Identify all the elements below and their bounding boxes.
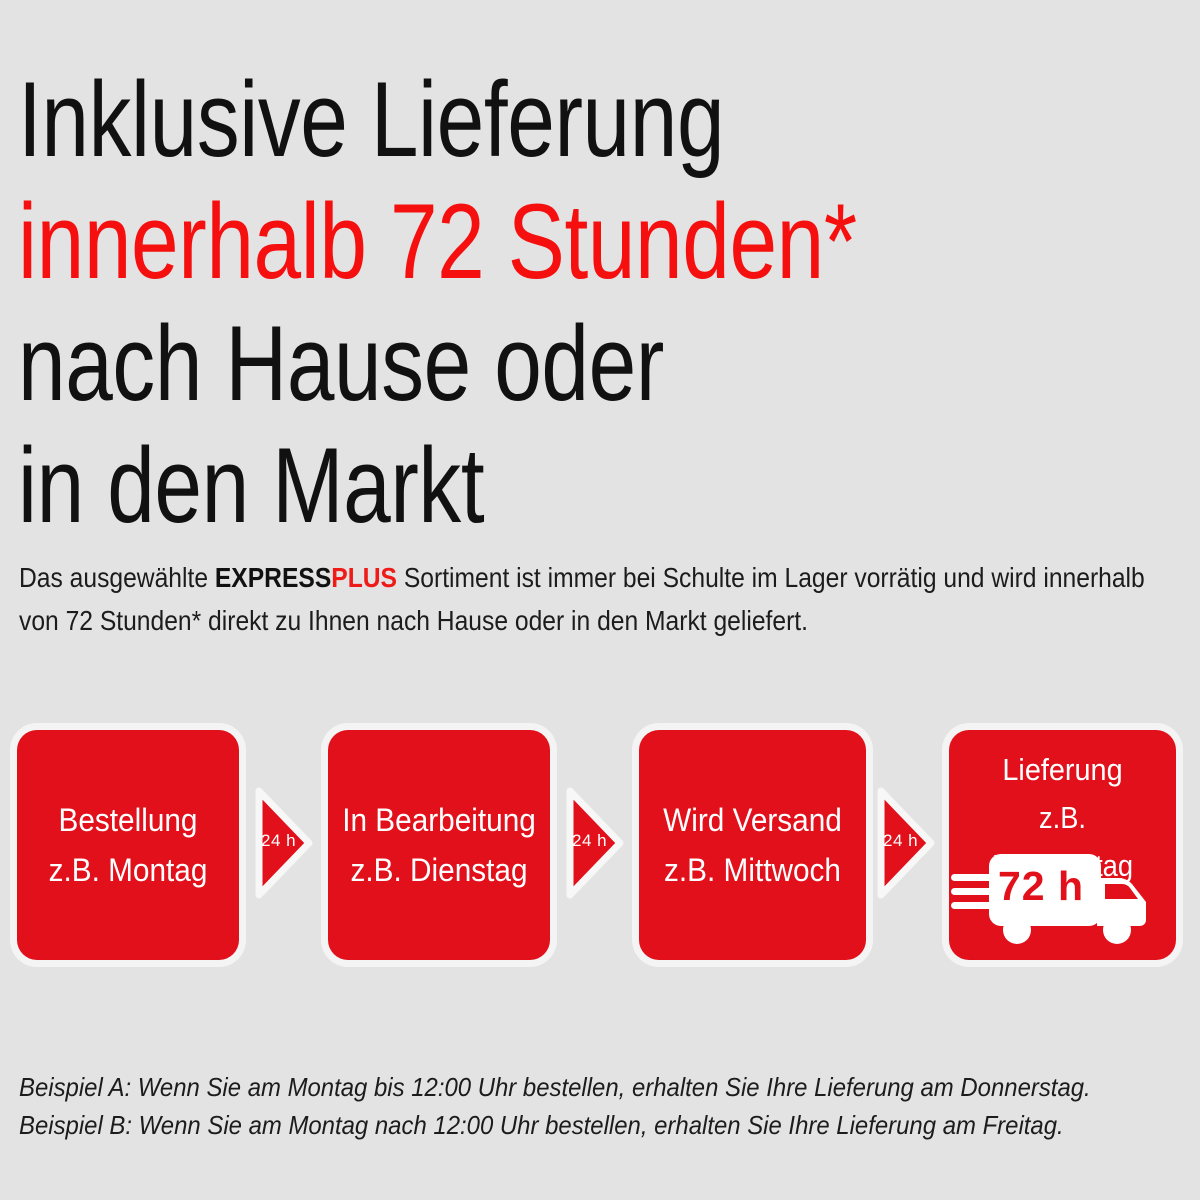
brand-plus-label: PLUS bbox=[331, 562, 398, 593]
headline-line-2-highlight: innerhalb 72 Stunden* bbox=[18, 181, 857, 301]
flow-step-1-title: Bestellung bbox=[58, 802, 198, 838]
arrow-right-icon bbox=[566, 787, 624, 899]
delivery-truck-glyph bbox=[951, 854, 1146, 944]
flow-arrow-2: 24 h bbox=[566, 787, 624, 899]
flow-step-2-subtitle: z.B. Dienstag bbox=[350, 852, 528, 888]
flow-step-2-text: In Bearbeitung z.B. Dienstag bbox=[328, 795, 550, 895]
flow-step-3-text: Wird Versand z.B. Mittwoch bbox=[639, 795, 866, 895]
headline-line-3: nach Hause oder bbox=[18, 303, 664, 423]
flow-step-in-bearbeitung: In Bearbeitung z.B. Dienstag bbox=[328, 730, 550, 960]
flow-arrow-1-label: 24 h bbox=[261, 831, 297, 850]
flow-step-lieferung: Lieferung z.B. Donnerstag bbox=[949, 730, 1176, 960]
intro-paragraph-text: Das ausgewählte EXPRESSPLUS Sortiment is… bbox=[19, 556, 1179, 642]
arrow-right-icon bbox=[255, 787, 313, 899]
headline-block: Inklusive Lieferung innerhalb 72 Stunden… bbox=[18, 58, 1188, 546]
intro-paragraph: Das ausgewählte EXPRESSPLUS Sortiment is… bbox=[19, 556, 1179, 642]
truck-hours-label: 72 h bbox=[997, 863, 1085, 909]
brand-express-label: EXPRESS bbox=[214, 562, 332, 593]
flow-step-1-text: Bestellung z.B. Montag bbox=[17, 795, 239, 895]
flow-arrow-3-label: 24 h bbox=[883, 831, 919, 850]
headline-line-1: Inklusive Lieferung bbox=[18, 59, 725, 179]
flow-step-wird-versand: Wird Versand z.B. Mittwoch bbox=[639, 730, 866, 960]
flow-arrow-3: 24 h bbox=[877, 787, 935, 899]
footnote-beispiel-a: Beispiel A: Wenn Sie am Montag bis 12:00… bbox=[19, 1072, 1091, 1102]
intro-text-after-brand: Sortiment ist immer bei Schulte im Lager… bbox=[19, 562, 1145, 636]
footnote-beispiel-b: Beispiel B: Wenn Sie am Montag nach 12:0… bbox=[19, 1110, 1064, 1140]
arrow-right-icon bbox=[877, 787, 935, 899]
flow-step-4-title: Lieferung bbox=[1002, 752, 1123, 787]
delivery-truck-icon: 72 h bbox=[949, 852, 1176, 948]
flow-step-4-text: Lieferung z.B. Donnerstag bbox=[949, 746, 1176, 890]
flow-step-2-title: In Bearbeitung bbox=[342, 802, 536, 838]
intro-text-before-brand: Das ausgewählte bbox=[19, 562, 215, 593]
delivery-flow-diagram: Bestellung z.B. Montag 24 h In Bearbeitu… bbox=[0, 722, 1200, 972]
flow-step-1-subtitle: z.B. Montag bbox=[48, 852, 208, 888]
flow-step-3-title: Wird Versand bbox=[663, 802, 842, 838]
headline-line-4: in den Markt bbox=[18, 425, 485, 545]
flow-arrow-1: 24 h bbox=[255, 787, 313, 899]
flow-step-3-subtitle: z.B. Mittwoch bbox=[664, 852, 841, 888]
footnote-block: Beispiel A: Wenn Sie am Montag bis 12:00… bbox=[19, 1068, 1189, 1144]
flow-step-bestellung: Bestellung z.B. Montag bbox=[17, 730, 239, 960]
flow-arrow-2-label: 24 h bbox=[572, 831, 608, 850]
